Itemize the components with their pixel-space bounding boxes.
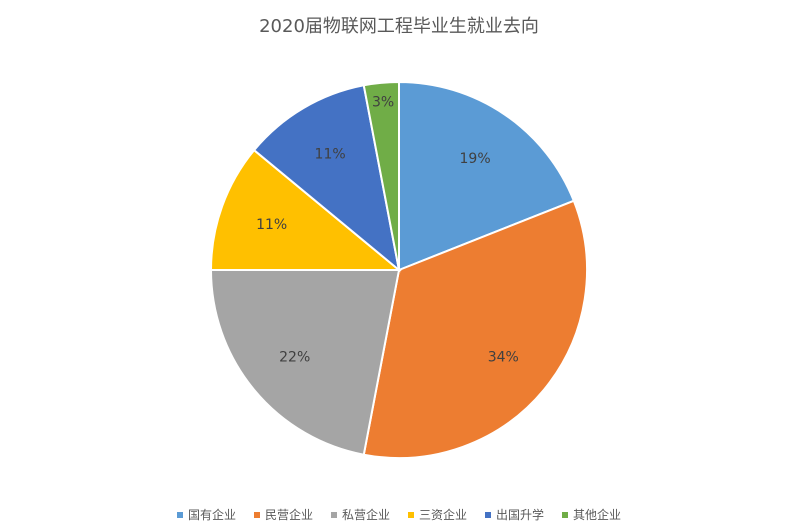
pie-slice	[252, 84, 401, 273]
legend-label: 私营企业	[341, 508, 390, 522]
pie-slice	[398, 80, 576, 272]
pie-slices	[209, 80, 588, 459]
data-label: 34%	[488, 349, 519, 365]
legend-label: 出国升学	[496, 508, 545, 522]
legend-label: 其他企业	[573, 508, 622, 522]
legend-swatch	[330, 511, 337, 518]
legend-swatch	[253, 511, 260, 518]
data-label: 19%	[460, 151, 491, 167]
legend-item: 其他企业	[562, 506, 621, 523]
legend: 国有企业 民营企业 私营企业 三资企业 出国升学 其他企业	[0, 506, 798, 523]
pie-slice	[362, 199, 588, 459]
legend-label: 三资企业	[419, 508, 468, 522]
chart-title: 2020届物联网工程毕业生就业去向	[259, 16, 539, 37]
data-label: 11%	[315, 146, 346, 162]
legend-swatch	[485, 511, 492, 518]
legend-label: 国有企业	[187, 508, 236, 522]
legend-item: 出国升学	[485, 506, 544, 523]
pie-slice	[209, 148, 402, 271]
legend-label: 民营企业	[264, 508, 313, 522]
pie-slice	[209, 269, 401, 456]
data-label: 22%	[279, 349, 310, 365]
legend-swatch	[408, 511, 414, 518]
data-label: 3%	[372, 95, 394, 111]
legend-swatch	[562, 511, 569, 518]
legend-swatch	[176, 511, 183, 518]
pie-slice	[362, 80, 400, 271]
legend-item: 三资企业	[408, 506, 467, 523]
legend-item: 私营企业	[330, 506, 390, 523]
legend-item: 国有企业	[176, 506, 236, 523]
data-label: 11%	[256, 217, 287, 233]
legend-item: 民营企业	[253, 506, 313, 523]
pie-data-labels: 19% 34% 22% 11% 11% 3%	[256, 95, 519, 366]
